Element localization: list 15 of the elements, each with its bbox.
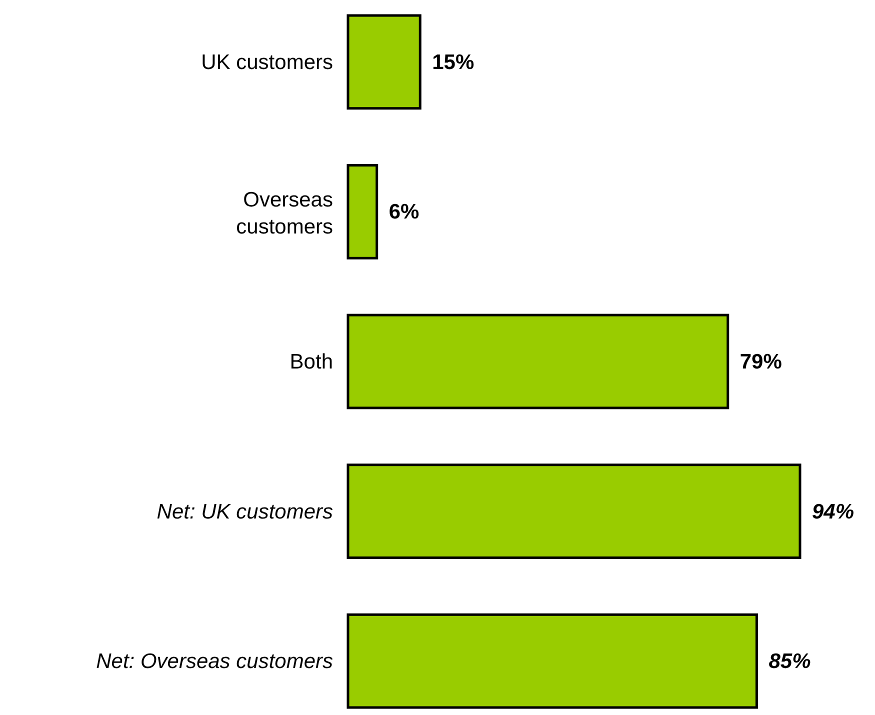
data-label: 6% xyxy=(388,200,420,224)
bar xyxy=(346,314,730,410)
y-tick-label: UK customers xyxy=(201,50,333,74)
bar xyxy=(346,164,378,260)
data-label: 94% xyxy=(812,500,854,524)
bar xyxy=(346,613,758,709)
y-tick-label: Overseas customers xyxy=(236,188,333,239)
data-label: 15% xyxy=(432,50,474,74)
y-tick-label: Net: UK customers xyxy=(156,500,334,524)
y-tick-label: Both xyxy=(290,350,333,374)
bar xyxy=(346,14,422,110)
data-label: 85% xyxy=(768,650,812,674)
bar xyxy=(346,464,802,559)
y-tick-label: Net: Overseas customers xyxy=(96,650,334,674)
data-label: 79% xyxy=(740,350,782,374)
